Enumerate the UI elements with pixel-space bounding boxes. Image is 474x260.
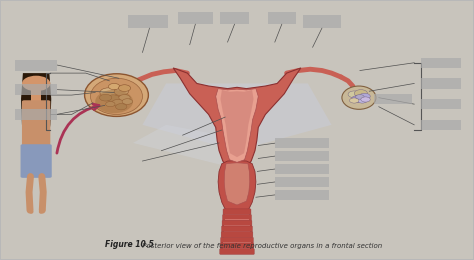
Bar [421, 57, 462, 68]
Bar [275, 164, 329, 174]
Circle shape [354, 90, 367, 97]
Circle shape [349, 98, 359, 103]
Bar [15, 109, 57, 120]
Circle shape [119, 95, 130, 101]
Circle shape [22, 76, 50, 91]
Bar [15, 84, 57, 95]
Polygon shape [21, 73, 51, 143]
Text: Posterior view of the female reproductive organs in a frontal section: Posterior view of the female reproductiv… [140, 243, 383, 250]
Polygon shape [216, 89, 258, 162]
Bar [223, 242, 251, 244]
Circle shape [107, 95, 120, 102]
Circle shape [100, 94, 112, 101]
Polygon shape [218, 160, 256, 214]
Polygon shape [224, 163, 250, 205]
FancyBboxPatch shape [20, 144, 52, 178]
Bar [223, 248, 251, 249]
Circle shape [351, 96, 364, 102]
Polygon shape [133, 125, 261, 169]
FancyBboxPatch shape [222, 226, 252, 232]
Bar [421, 120, 462, 130]
Bar [421, 99, 462, 109]
FancyBboxPatch shape [221, 237, 253, 243]
Ellipse shape [342, 86, 376, 109]
Bar [275, 190, 329, 200]
Circle shape [116, 104, 127, 110]
Bar [374, 94, 412, 104]
FancyBboxPatch shape [222, 220, 252, 226]
Circle shape [348, 91, 360, 98]
Circle shape [118, 85, 131, 92]
Bar [421, 78, 462, 89]
Bar [268, 12, 296, 24]
Polygon shape [143, 83, 331, 151]
Bar [225, 225, 249, 226]
Bar [128, 15, 168, 28]
Bar [275, 177, 329, 187]
Circle shape [106, 102, 115, 107]
Bar [303, 15, 341, 28]
Circle shape [357, 98, 367, 103]
Circle shape [361, 97, 370, 102]
Ellipse shape [95, 90, 133, 113]
Bar [275, 151, 329, 161]
Polygon shape [220, 90, 254, 157]
Circle shape [112, 100, 124, 106]
Bar [224, 231, 250, 232]
Bar [225, 219, 249, 221]
Bar [31, 86, 41, 104]
FancyBboxPatch shape [221, 232, 253, 237]
Bar [220, 12, 249, 24]
Circle shape [359, 93, 370, 100]
Circle shape [109, 83, 120, 90]
Bar [224, 237, 250, 238]
Text: Figure 10.5: Figure 10.5 [105, 240, 154, 250]
FancyBboxPatch shape [220, 243, 254, 249]
Circle shape [122, 99, 133, 105]
FancyArrowPatch shape [57, 104, 99, 153]
Bar [15, 60, 57, 70]
Polygon shape [173, 68, 301, 170]
Circle shape [100, 88, 117, 97]
Bar [178, 12, 213, 24]
FancyBboxPatch shape [223, 209, 251, 214]
Ellipse shape [84, 74, 148, 116]
FancyBboxPatch shape [220, 249, 254, 254]
Circle shape [356, 95, 364, 99]
Bar [275, 138, 329, 148]
FancyBboxPatch shape [223, 214, 251, 220]
Ellipse shape [91, 78, 143, 114]
FancyBboxPatch shape [22, 100, 50, 152]
Circle shape [114, 88, 128, 96]
Bar [226, 214, 248, 215]
